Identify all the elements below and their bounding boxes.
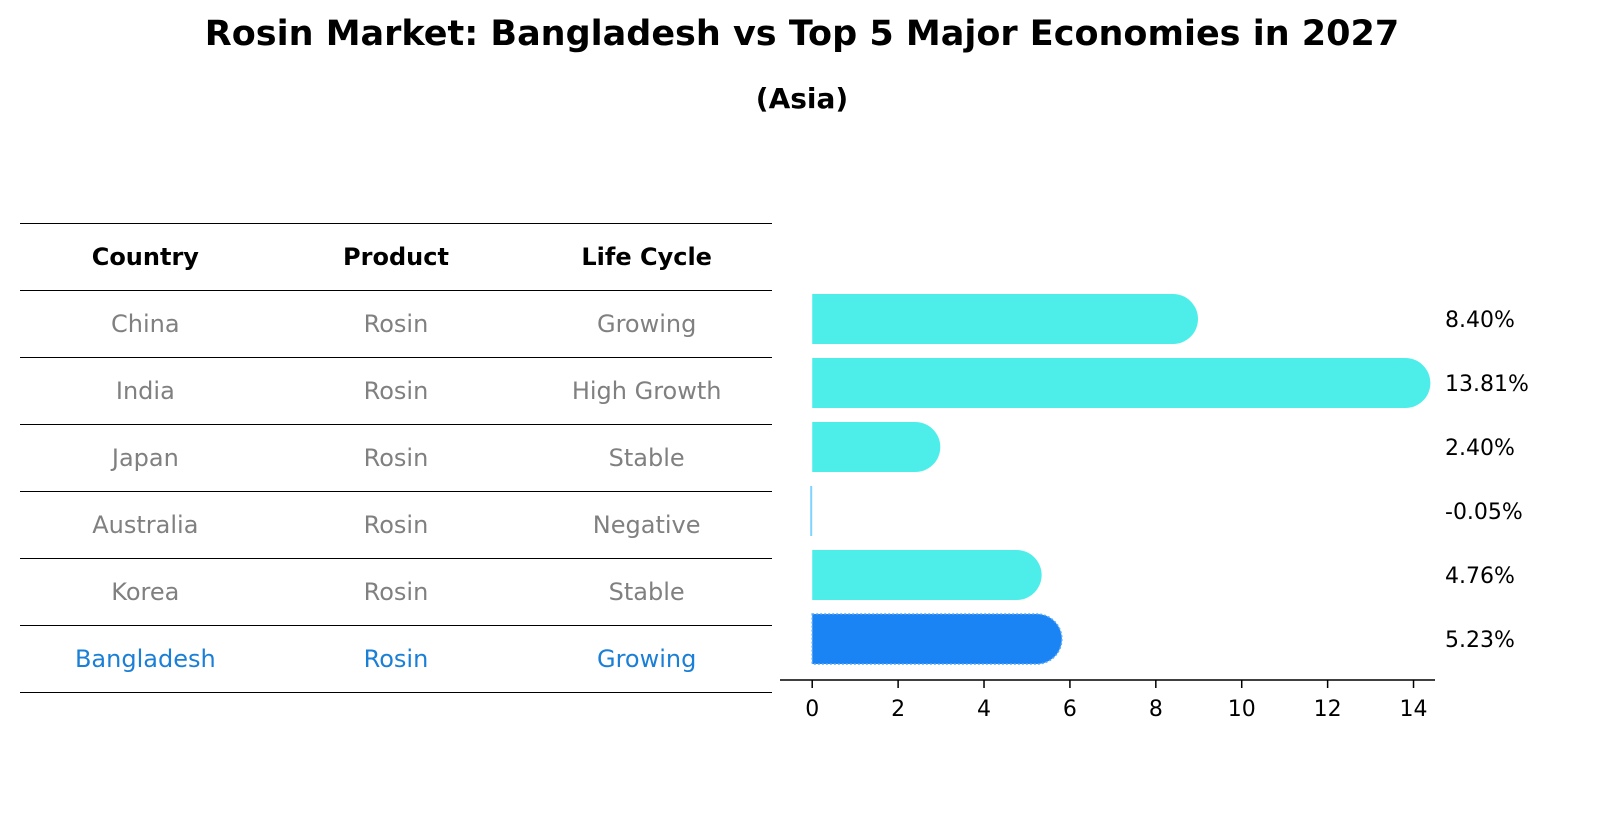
chart-subtitle: (Asia) <box>755 82 849 115</box>
x-tick-label: 12 <box>1314 697 1342 722</box>
bar-india <box>812 358 1431 408</box>
bar-japan <box>812 422 941 472</box>
bar-value-label: 2.40% <box>1445 436 1515 461</box>
life-cycle-cell: Stable <box>521 424 772 492</box>
bar-korea <box>812 550 1042 600</box>
x-tick-label: 14 <box>1400 697 1428 722</box>
life-cycle-cell: Stable <box>521 558 772 626</box>
column-header-life-cycle: Life Cycle <box>521 223 772 291</box>
country-cell: India <box>20 357 271 425</box>
product-cell: Rosin <box>270 558 522 626</box>
life-cycle-cell: Growing <box>521 625 772 693</box>
life-cycle-cell: Negative <box>521 491 772 559</box>
bar-china <box>812 294 1198 344</box>
table-row: China Rosin Growing <box>20 290 772 358</box>
country-cell: China <box>20 290 271 358</box>
country-cell: Australia <box>20 491 271 559</box>
life-cycle-cell: High Growth <box>521 357 772 425</box>
x-tick-label: 0 <box>805 697 819 722</box>
product-cell: Rosin <box>270 424 522 492</box>
bar-value-label: 5.23% <box>1445 628 1515 653</box>
column-header-country: Country <box>20 223 271 291</box>
bar-australia <box>810 486 813 536</box>
table-header-row: Country Product Life Cycle <box>20 223 772 291</box>
table-row: Japan Rosin Stable <box>20 424 772 492</box>
bar-value-label: -0.05% <box>1445 500 1523 525</box>
bar-value-label: 4.76% <box>1445 564 1515 589</box>
market-table: Country Product Life Cycle China Rosin G… <box>20 223 772 693</box>
product-cell: Rosin <box>270 491 522 559</box>
x-tick-label: 2 <box>891 697 905 722</box>
bar-bangladesh <box>811 613 1063 665</box>
bar-value-label: 13.81% <box>1445 372 1529 397</box>
bar-value-label: 8.40% <box>1445 308 1515 333</box>
x-tick-label: 4 <box>977 697 991 722</box>
bar-chart: 8.40% 13.81% 2.40% -0.05% 4.76% 5.23% 0 2 4 6 8 10 1… <box>780 294 1529 722</box>
table-row: Australia Rosin Negative <box>20 491 772 559</box>
x-tick-label: 10 <box>1228 697 1256 722</box>
product-cell: Rosin <box>270 290 522 358</box>
country-cell: Korea <box>20 558 271 626</box>
table-row-highlight: Bangladesh Rosin Growing <box>20 625 772 693</box>
x-tick-label: 8 <box>1149 697 1163 722</box>
country-cell: Bangladesh <box>20 625 271 693</box>
column-header-product: Product <box>270 223 522 291</box>
chart-title: Rosin Market: Bangladesh vs Top 5 Major … <box>204 14 1400 54</box>
country-cell: Japan <box>20 424 271 492</box>
life-cycle-cell: Growing <box>521 290 772 358</box>
table-row: India Rosin High Growth <box>20 357 772 425</box>
x-tick-label: 6 <box>1063 697 1077 722</box>
product-cell: Rosin <box>270 357 522 425</box>
product-cell: Rosin <box>270 625 522 693</box>
table-row: Korea Rosin Stable <box>20 558 772 626</box>
